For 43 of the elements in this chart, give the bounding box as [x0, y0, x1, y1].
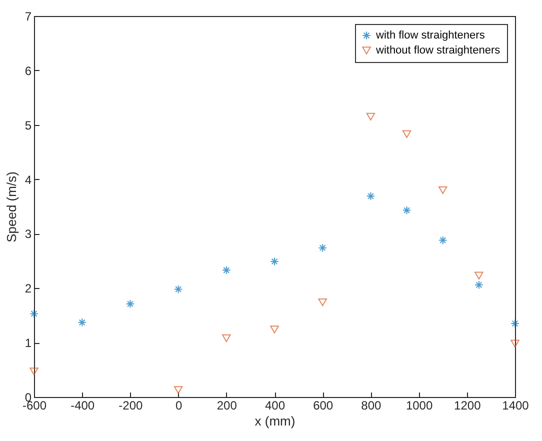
- y-tick-label: 1: [24, 336, 32, 350]
- x-tick-label: 400: [264, 398, 286, 412]
- point: [474, 280, 484, 290]
- point: [510, 340, 520, 348]
- point: [438, 236, 448, 245]
- x-tick-label: 1400: [502, 398, 530, 412]
- point: [318, 298, 327, 306]
- point: [318, 243, 327, 252]
- point: [438, 186, 448, 194]
- x-tick-label: 1000: [406, 398, 433, 412]
- point: [366, 112, 376, 121]
- point: [126, 300, 135, 308]
- point: [174, 386, 183, 394]
- point: [174, 284, 183, 294]
- point: [222, 266, 231, 275]
- point: [474, 272, 484, 280]
- x-tick-label: 600: [313, 398, 334, 412]
- point: [402, 206, 412, 215]
- point: [366, 192, 376, 201]
- point: [78, 318, 86, 327]
- y-tick-label: 5: [24, 118, 32, 132]
- point: [222, 334, 231, 342]
- x-axis-title: x (mm): [254, 414, 296, 428]
- x-tick-label: 800: [361, 398, 382, 412]
- point: [270, 326, 279, 334]
- legend-label: with flow straighteners: [375, 30, 486, 42]
- x-tick-label: 200: [216, 398, 238, 412]
- y-axis-title: Speed (m/s): [4, 172, 19, 242]
- point: [270, 257, 279, 266]
- y-tick-label: 7: [24, 10, 32, 24]
- x-tick-label: -400: [70, 398, 95, 412]
- legend-label: without flow straighteners: [375, 44, 501, 56]
- x-tick-label: 1200: [454, 398, 482, 412]
- point: [510, 319, 520, 328]
- point: [30, 368, 38, 376]
- point: [30, 309, 38, 318]
- x-tick-label: -200: [118, 398, 144, 412]
- y-tick-label: 4: [24, 172, 32, 187]
- point: [402, 130, 412, 138]
- y-tick-label: 2: [24, 282, 32, 296]
- y-tick-label: 3: [24, 227, 32, 242]
- x-tick-label: 0: [175, 398, 182, 412]
- y-tick-label: 6: [24, 64, 32, 78]
